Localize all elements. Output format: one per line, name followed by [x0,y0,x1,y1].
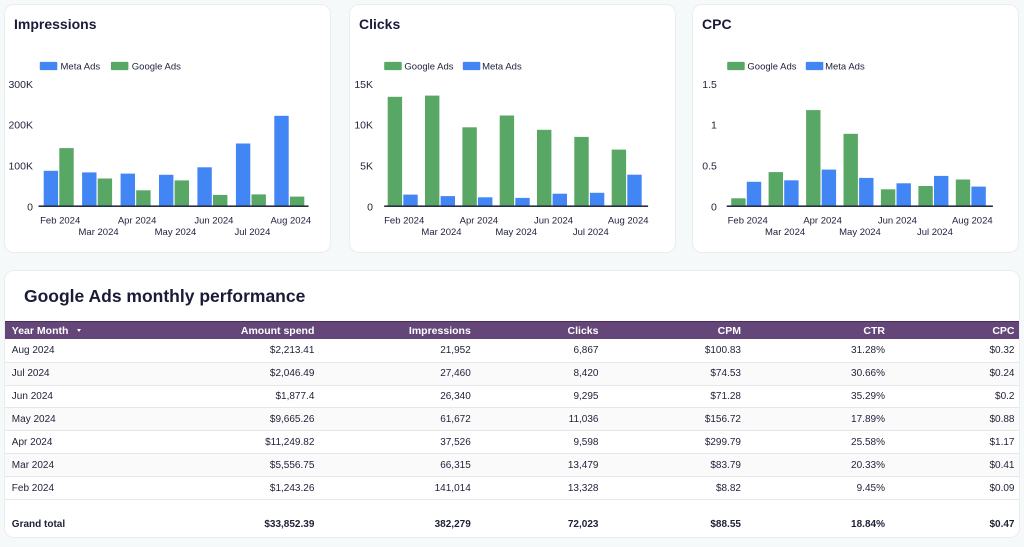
svg-text:0: 0 [711,201,717,213]
svg-text:Jul 2024: Jul 2024 [572,227,608,238]
svg-text:Jul 2024: Jul 2024 [917,227,953,238]
svg-text:Mar 2024: Mar 2024 [765,227,805,238]
svg-text:Aug 2024: Aug 2024 [607,216,648,227]
svg-text:Meta Ads: Meta Ads [482,62,522,73]
svg-text:Apr 2024: Apr 2024 [803,216,842,227]
svg-text:Google Ads: Google Ads [747,62,796,73]
svg-text:Feb 2024: Feb 2024 [727,216,767,227]
svg-text:Jun 2024: Jun 2024 [878,216,917,227]
svg-text:1.5: 1.5 [702,79,717,91]
svg-text:Feb 2024: Feb 2024 [384,216,424,227]
svg-text:Clicks: Clicks [359,16,400,32]
svg-text:May 2024: May 2024 [495,227,537,238]
svg-text:1: 1 [711,120,717,132]
svg-text:Impressions: Impressions [14,16,97,32]
svg-text:10K: 10K [354,120,373,132]
svg-text:Mar 2024: Mar 2024 [421,227,461,238]
svg-text:Jun 2024: Jun 2024 [194,216,233,227]
svg-text:0.5: 0.5 [702,161,717,173]
svg-text:May 2024: May 2024 [155,227,197,238]
svg-text:Meta Ads: Meta Ads [61,62,101,73]
svg-text:0: 0 [367,201,373,213]
svg-text:Jul 2024: Jul 2024 [234,227,270,238]
svg-text:0: 0 [27,201,33,213]
svg-text:CPC: CPC [702,16,732,32]
svg-text:200K: 200K [8,120,33,132]
svg-text:Feb 2024: Feb 2024 [40,216,80,227]
svg-text:Mar 2024: Mar 2024 [79,227,119,238]
svg-text:Google Ads: Google Ads [404,62,453,73]
svg-text:15K: 15K [354,79,373,91]
svg-text:Aug 2024: Aug 2024 [952,216,993,227]
svg-text:May 2024: May 2024 [839,227,881,238]
svg-text:Apr 2024: Apr 2024 [118,216,157,227]
svg-text:5K: 5K [360,161,373,173]
svg-text:Meta Ads: Meta Ads [825,62,865,73]
svg-text:Aug 2024: Aug 2024 [270,216,311,227]
svg-text:300K: 300K [8,79,33,91]
svg-text:Apr 2024: Apr 2024 [459,216,498,227]
svg-text:Jun 2024: Jun 2024 [533,216,572,227]
svg-text:100K: 100K [8,161,33,173]
svg-text:Google Ads: Google Ads [132,62,181,73]
